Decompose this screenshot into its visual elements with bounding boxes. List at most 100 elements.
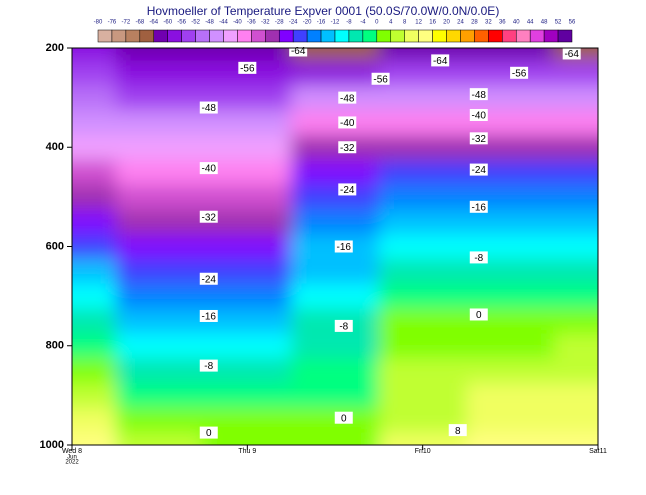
contour-label: -64 xyxy=(562,47,581,60)
colorbar-label: -60 xyxy=(163,20,172,26)
contour-label-bg xyxy=(469,163,488,176)
field-area xyxy=(72,48,598,445)
x-tick-label: Fri10 xyxy=(415,448,431,455)
field-cell xyxy=(115,308,204,334)
field-cell xyxy=(554,85,598,111)
field-cell xyxy=(554,407,598,434)
contour-label: -8 xyxy=(199,359,218,372)
field-cell xyxy=(115,110,204,136)
field-cell xyxy=(72,134,117,161)
contour-label: -8 xyxy=(469,251,488,264)
field-cell xyxy=(203,110,292,136)
colorbar-label: 16 xyxy=(429,20,436,26)
contour-label-text: -64 xyxy=(433,56,448,67)
field-cell xyxy=(72,382,117,409)
colorbar-swatch xyxy=(404,29,419,43)
colorbar-label: -40 xyxy=(233,20,242,26)
field-cell xyxy=(72,258,117,285)
chart-title: Hovmoeller of Temperature Expver 0001 (5… xyxy=(147,4,500,18)
contour-label-bg xyxy=(334,411,353,424)
contour-label-text: -64 xyxy=(564,49,579,60)
contour-label-bg xyxy=(469,200,488,213)
contour-label: -16 xyxy=(334,240,353,253)
colorbar-swatch xyxy=(278,29,294,43)
colorbar-label: 32 xyxy=(485,20,492,26)
field-cell xyxy=(203,258,292,285)
field-cell xyxy=(378,85,467,111)
contour-label: -16 xyxy=(199,309,218,323)
field-cell xyxy=(72,234,117,260)
field-cell xyxy=(291,110,380,136)
field-cell xyxy=(378,110,467,136)
contour-label-text: -56 xyxy=(373,74,388,85)
field-cell xyxy=(72,209,117,235)
contour-label-bg xyxy=(338,183,357,196)
field-cell xyxy=(203,432,292,445)
field-cell xyxy=(554,209,598,235)
contour-label-text: -40 xyxy=(202,164,217,175)
field-cell xyxy=(291,184,380,210)
contour-label-bg xyxy=(199,210,218,223)
contour-label-text: -24 xyxy=(202,274,217,285)
field-cell xyxy=(72,48,117,61)
field-cell xyxy=(72,407,117,434)
colorbar-swatch xyxy=(292,29,308,43)
field-cell xyxy=(291,159,380,185)
field-cell xyxy=(115,134,204,161)
field-cell xyxy=(72,184,117,210)
field-cell xyxy=(115,407,204,434)
field-cell xyxy=(554,134,598,161)
field-cell xyxy=(72,333,117,359)
colorbar-swatch xyxy=(474,29,489,43)
field-cell xyxy=(291,48,380,61)
contour-label: -48 xyxy=(469,88,488,101)
contour-label-bg xyxy=(338,141,357,154)
field-cell xyxy=(378,234,467,260)
field-cell xyxy=(291,85,380,111)
field-cell xyxy=(115,159,204,185)
colorbar-swatch xyxy=(432,29,447,43)
colorbar-label: 36 xyxy=(499,20,506,26)
colorbar-swatch xyxy=(460,29,475,43)
colorbar-swatch xyxy=(529,29,545,43)
contour-label: -64 xyxy=(289,44,308,57)
contour-label-text: -16 xyxy=(337,242,352,253)
field-cell xyxy=(115,60,204,86)
field-cell xyxy=(466,382,555,409)
contour-label: 8 xyxy=(448,424,467,437)
x-tick-label: Wed 8 xyxy=(62,448,82,455)
contour-label-text: -56 xyxy=(240,63,255,74)
contour-label-bg xyxy=(371,72,390,85)
colorbar-swatch xyxy=(181,29,196,43)
contour-label-text: -32 xyxy=(202,212,217,223)
contour-label: -24 xyxy=(199,272,218,285)
colorbar-swatch xyxy=(195,29,210,43)
field-cell xyxy=(554,358,598,384)
colorbar-label: 52 xyxy=(555,20,562,26)
contour-label: -64 xyxy=(431,54,450,67)
field xyxy=(72,48,598,445)
colorbar-label: -64 xyxy=(149,20,158,26)
field-cell xyxy=(291,258,380,285)
field-cell xyxy=(466,407,555,434)
field-cell xyxy=(115,258,204,285)
colorbar-swatch xyxy=(251,29,266,43)
contour-label-bg xyxy=(334,240,353,253)
field-cell xyxy=(554,333,598,359)
field-cell xyxy=(115,333,204,359)
contour-label-bg xyxy=(469,88,488,101)
contour-label-bg xyxy=(199,272,218,285)
field-cell xyxy=(72,159,117,185)
field-cell xyxy=(466,283,555,310)
contour-label-text: -48 xyxy=(340,93,355,104)
field-cell xyxy=(378,308,467,334)
field-cell xyxy=(72,110,117,136)
y-tick-label: 400 xyxy=(46,141,64,153)
field-cell xyxy=(378,258,467,285)
colorbar-label: 12 xyxy=(415,20,422,26)
field-cell xyxy=(554,234,598,260)
field-cell xyxy=(378,432,467,445)
colorbar-label: -72 xyxy=(122,20,131,26)
field-cell xyxy=(203,48,292,61)
contour-label-text: 8 xyxy=(455,426,461,437)
